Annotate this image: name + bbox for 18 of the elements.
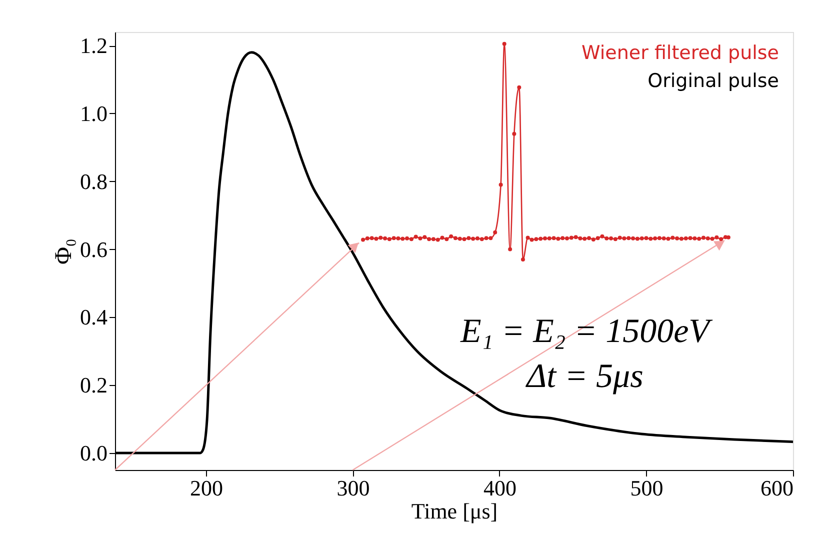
x-tick-label: 500: [630, 476, 664, 500]
x-tick-label: 600: [760, 476, 794, 500]
annotation: E₁ = E₂ = 1500eV: [460, 313, 714, 350]
x-tick-label: 200: [190, 476, 223, 500]
y-tick-label: 0.8: [80, 168, 108, 194]
text: Wiener filtered pulse: [582, 42, 779, 64]
text: Original pulse: [648, 70, 779, 92]
y-tick-label: 0.2: [80, 372, 108, 398]
y-tick-label: 1.0: [80, 100, 108, 126]
y-tick-label: 0.6: [80, 236, 108, 262]
y-tick-label: 0.0: [80, 440, 108, 466]
y-axis-title: Φ₀: [51, 238, 77, 264]
y-tick-label: 1.2: [80, 33, 108, 58]
x-axis-title: Time [μs]: [411, 498, 498, 524]
annotation: Δt = 5μs: [524, 358, 644, 395]
x-tick-label: 400: [483, 476, 516, 500]
x-tick-label: 300: [336, 476, 370, 500]
y-tick-label: 0.4: [80, 304, 108, 330]
